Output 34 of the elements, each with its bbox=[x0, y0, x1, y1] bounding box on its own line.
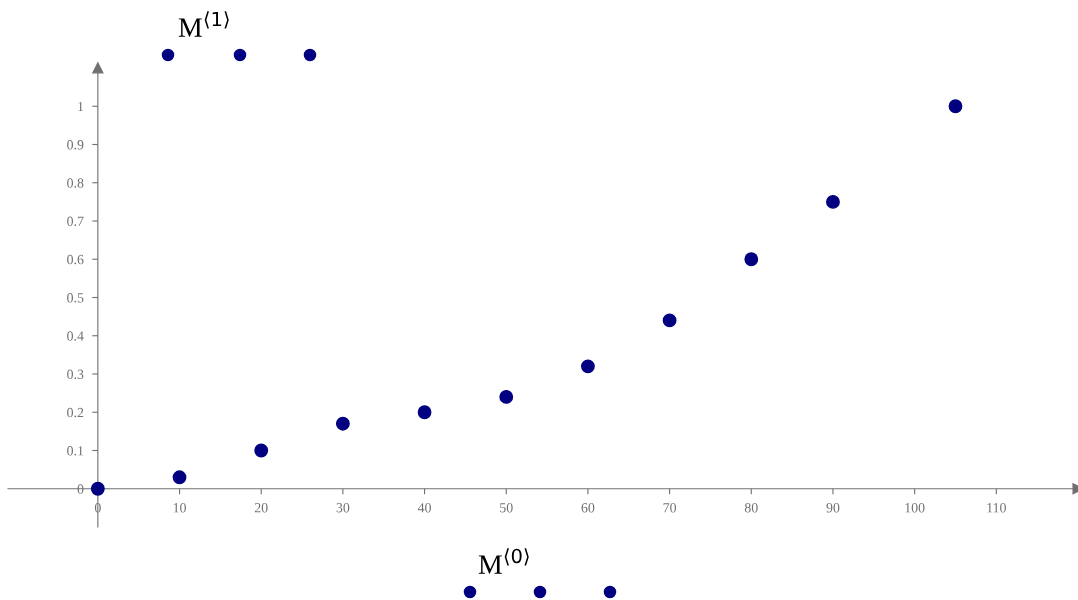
y-tick-label: 0.1 bbox=[67, 446, 84, 456]
x-tick-label: 60 bbox=[581, 503, 595, 513]
x-tick-label: 30 bbox=[336, 503, 350, 513]
x-axis-title: M$^{⟨0⟩}$ bbox=[478, 548, 529, 574]
y-tick-label: 0.5 bbox=[67, 293, 84, 303]
x-tick-label: 70 bbox=[663, 503, 677, 513]
x-tick-label: 100 bbox=[905, 503, 925, 513]
point bbox=[744, 252, 759, 267]
y-tick-label: 1 bbox=[78, 101, 84, 112]
point bbox=[948, 99, 963, 114]
point bbox=[335, 416, 350, 431]
y-tick-label: 0.4 bbox=[67, 331, 84, 341]
point bbox=[90, 481, 105, 496]
point bbox=[581, 359, 595, 374]
y-tick-label: 0.8 bbox=[67, 178, 84, 188]
point bbox=[662, 313, 677, 328]
y-axis-title: M$^{⟨1⟩}$ bbox=[178, 11, 229, 37]
point bbox=[172, 470, 187, 485]
point bbox=[254, 443, 269, 458]
point bbox=[417, 405, 432, 420]
point bbox=[826, 194, 840, 209]
x-tick-label: 90 bbox=[826, 503, 840, 513]
y-tick-label: 0.6 bbox=[67, 254, 84, 265]
x-tick-label: 110 bbox=[987, 503, 1006, 513]
x-tick-label: 10 bbox=[173, 503, 186, 513]
y-tick-label: 0.9 bbox=[67, 140, 84, 150]
point bbox=[499, 390, 514, 404]
x-tick-label: 80 bbox=[744, 503, 758, 513]
x-tick-label: 50 bbox=[500, 503, 513, 513]
x-tick-label: 40 bbox=[417, 503, 431, 513]
y-tick-label: 0.2 bbox=[67, 407, 84, 418]
y-tick-label: 0.7 bbox=[67, 216, 84, 227]
y-tick-label: 0.3 bbox=[67, 369, 84, 380]
x-tick-label: 20 bbox=[254, 503, 268, 513]
